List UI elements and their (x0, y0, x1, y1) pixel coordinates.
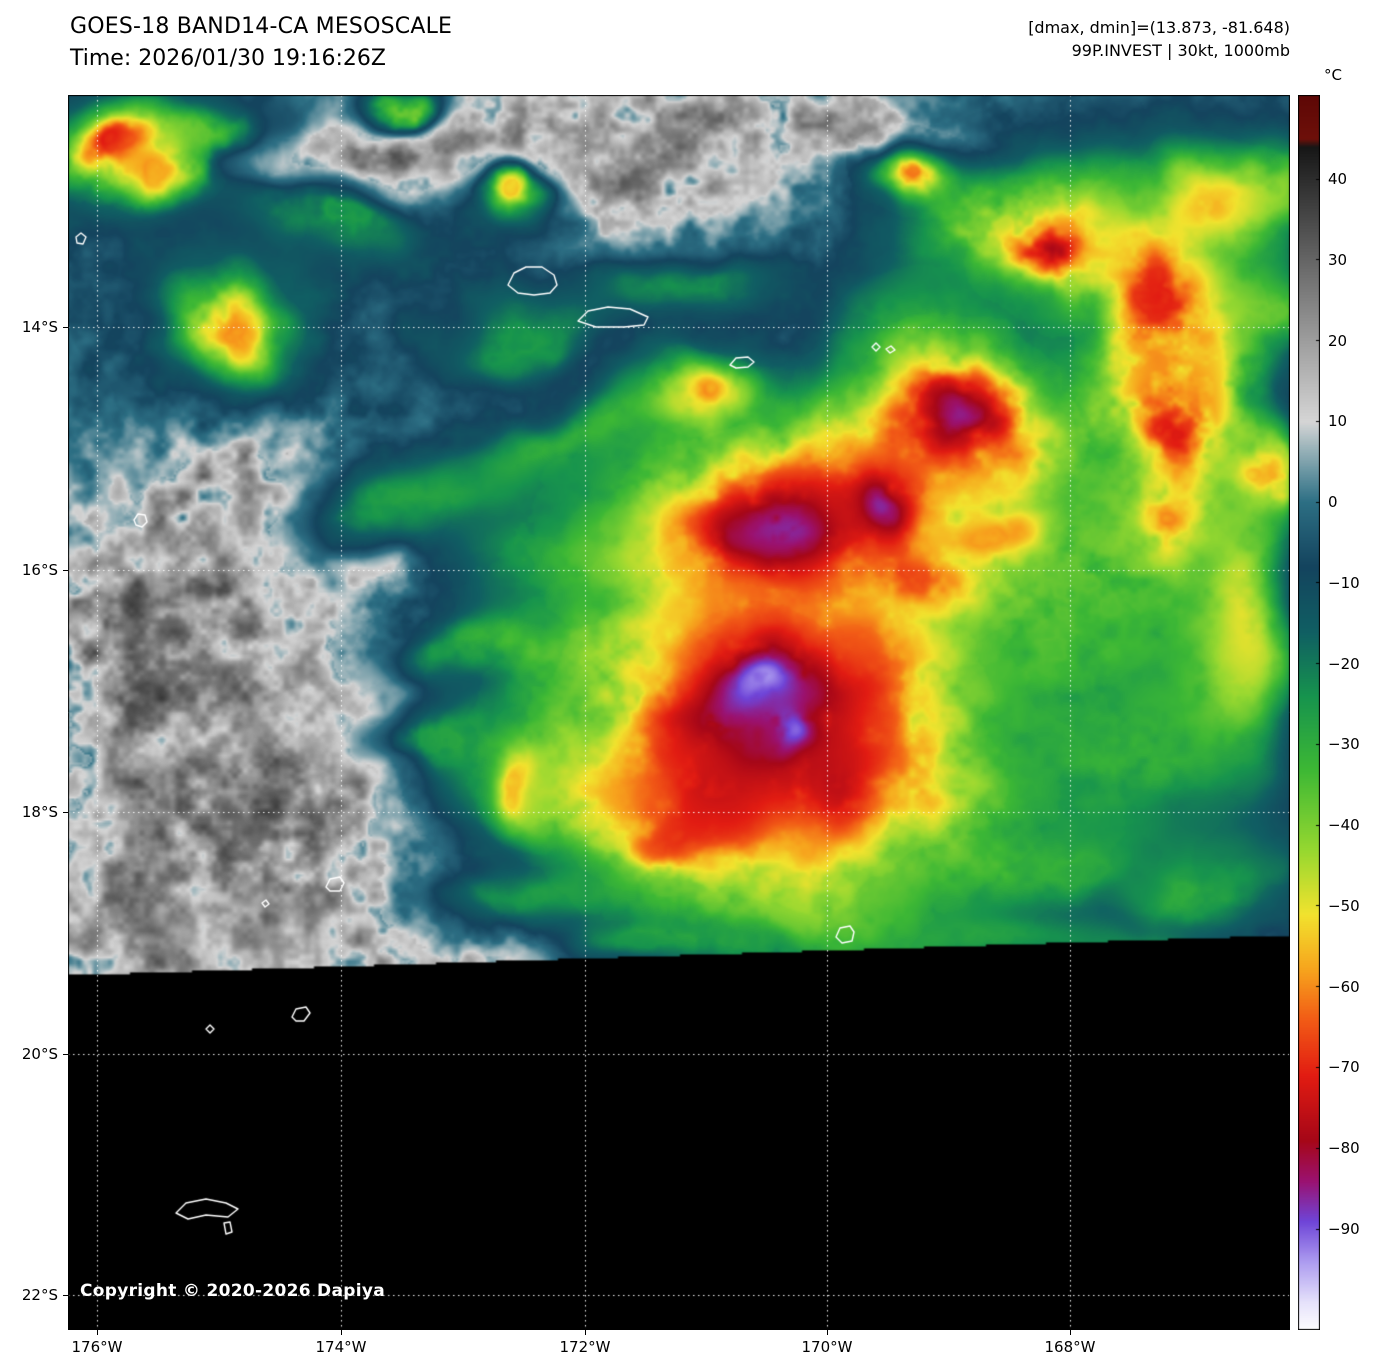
colorbar-tick-label: 40 (1328, 170, 1348, 188)
lat-tick-mark (63, 327, 68, 328)
lat-tick-mark (63, 1054, 68, 1055)
longitude-axis: 176°W 174°W 172°W 170°W 168°W (68, 1330, 1290, 1358)
lon-tick-mark (585, 1330, 586, 1335)
lon-tick-label: 170°W (801, 1338, 853, 1356)
lon-tick-label: 168°W (1044, 1338, 1096, 1356)
colorbar-tick-label: −70 (1328, 1058, 1360, 1077)
dmax-dmin-annotation: [dmax, dmin]=(13.873, -81.648) (1028, 18, 1290, 37)
colorbar-tick-label: −20 (1328, 654, 1360, 673)
latitude-axis: 14°S 16°S 18°S 20°S 22°S (0, 95, 68, 1330)
copyright-label: Copyright © 2020-2026 Dapiya (80, 1281, 385, 1301)
lat-tick-label: 14°S (21, 318, 58, 336)
colorbar (1298, 95, 1320, 1330)
lon-tick-mark (827, 1330, 828, 1335)
lon-tick-mark (1070, 1330, 1071, 1335)
lon-tick-label: 172°W (559, 1338, 611, 1356)
timestamp: Time: 2026/01/30 19:16:26Z (70, 46, 386, 71)
colorbar-tick-label: 0 (1328, 493, 1338, 512)
colorbar-tick-label: 30 (1328, 250, 1348, 269)
colorbar-tick-label: −90 (1328, 1220, 1360, 1239)
annotations: [dmax, dmin]=(13.873, -81.648) 99P.INVES… (1028, 16, 1290, 62)
colorbar-unit-label: °C (1324, 66, 1342, 84)
lat-tick-mark (63, 570, 68, 571)
colorbar-tick-label: −30 (1328, 735, 1360, 754)
satellite-map: Copyright © 2020-2026 Dapiya (68, 95, 1290, 1330)
colorbar-tick-label: 20 (1328, 331, 1348, 350)
colorbar-tick-label: −10 (1328, 573, 1360, 592)
lon-tick-mark (341, 1330, 342, 1335)
lat-tick-label: 22°S (21, 1286, 58, 1304)
map-overlay-canvas (68, 95, 1290, 1330)
lon-tick-mark (97, 1330, 98, 1335)
lat-tick-label: 16°S (21, 561, 58, 579)
lon-tick-label: 174°W (315, 1338, 367, 1356)
lat-tick-mark (63, 812, 68, 813)
storm-annotation: 99P.INVEST | 30kt, 1000mb (1071, 41, 1290, 60)
colorbar-tick-label: 10 (1328, 412, 1348, 431)
lat-tick-mark (63, 1295, 68, 1296)
colorbar-tick-label: −80 (1328, 1139, 1360, 1158)
colorbar-tick-label: −50 (1328, 896, 1360, 915)
lon-tick-label: 176°W (71, 1338, 123, 1356)
lat-tick-label: 18°S (21, 803, 58, 821)
lat-tick-label: 20°S (21, 1045, 58, 1063)
page-title: GOES-18 BAND14-CA MESOSCALE (70, 14, 453, 39)
colorbar-tick-label: −60 (1328, 977, 1360, 996)
colorbar-tick-label: −40 (1328, 816, 1360, 835)
colorbar-tick-labels: 40 30 20 10 0 −10 −20 −30 −40 −50 −60 −70 −80 −90 (1328, 95, 1386, 1330)
colorbar-canvas (1298, 95, 1320, 1330)
